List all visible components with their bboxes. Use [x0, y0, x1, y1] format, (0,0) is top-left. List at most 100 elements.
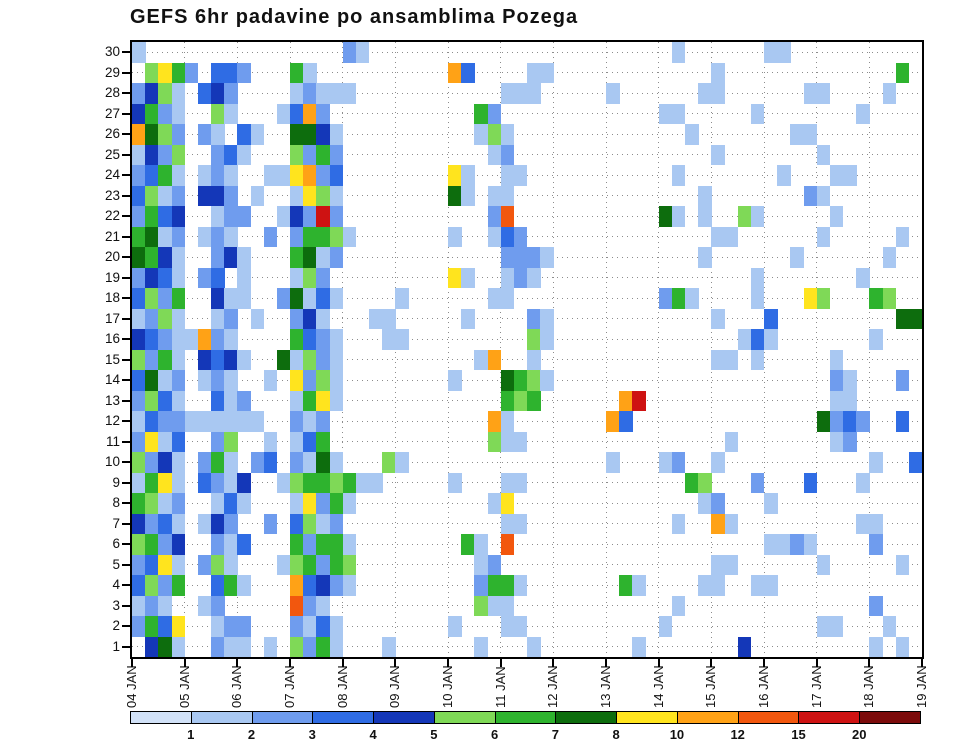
- heatmap-cell: [829, 390, 844, 412]
- heatmap-cell: [764, 329, 778, 350]
- x-axis-label: 07 JAN: [282, 665, 297, 708]
- heatmap-cell: [145, 165, 159, 186]
- heatmap-cell: [303, 103, 317, 125]
- y-axis-label: 24: [104, 167, 120, 183]
- heatmap-cell: [329, 83, 344, 104]
- heatmap-cell: [211, 103, 225, 125]
- heatmap-cell: [132, 144, 146, 166]
- heatmap-cell: [698, 206, 712, 227]
- heatmap-cell: [513, 370, 528, 391]
- heatmap-cell: [487, 411, 502, 432]
- heatmap-cell: [290, 206, 304, 227]
- heatmap-cell: [250, 308, 265, 330]
- heatmap-cell: [342, 226, 357, 248]
- heatmap-cell: [329, 472, 344, 494]
- y-axis-label: 13: [104, 392, 120, 408]
- heatmap-cell: [540, 62, 554, 84]
- heatmap-cell: [145, 431, 159, 453]
- heatmap-cell: [145, 595, 159, 617]
- heatmap-cell: [487, 595, 502, 617]
- heatmap-cell: [329, 185, 344, 207]
- heatmap-cell: [224, 226, 238, 248]
- heatmap-cell: [171, 62, 186, 84]
- heatmap-cell: [540, 329, 554, 350]
- x-axis-label: 05 JAN: [176, 665, 192, 708]
- heatmap-cell: [158, 370, 172, 391]
- heatmap-cell: [369, 472, 383, 494]
- grid-h-line: [132, 564, 922, 566]
- y-axis-label: 6: [112, 536, 120, 552]
- heatmap-cell: [342, 554, 357, 576]
- heatmap-cell: [698, 247, 712, 268]
- heatmap-cell: [448, 62, 462, 84]
- heatmap-cell: [224, 103, 238, 125]
- heatmap-cell: [132, 431, 146, 453]
- heatmap-cell: [500, 595, 515, 617]
- heatmap-cell: [145, 636, 159, 658]
- heatmap-cell: [145, 534, 159, 555]
- heatmap-cell: [224, 575, 238, 596]
- heatmap-cell: [500, 370, 515, 391]
- heatmap-cell: [540, 247, 554, 268]
- y-axis-tick: [122, 92, 130, 95]
- x-axis-label: 08 JAN: [334, 665, 350, 708]
- heatmap-cell: [856, 103, 870, 125]
- heatmap-cell: [816, 288, 831, 309]
- heatmap-cell: [316, 329, 330, 350]
- heatmap-cell: [316, 513, 330, 535]
- heatmap-cell: [276, 165, 291, 186]
- heatmap-cell: [197, 165, 212, 186]
- heatmap-cell: [237, 62, 251, 84]
- heatmap-cell: [290, 534, 304, 555]
- x-axis-label: 04 JAN: [124, 665, 139, 708]
- heatmap-cell: [290, 329, 304, 350]
- heatmap-cell: [329, 575, 344, 596]
- heatmap-cell: [290, 431, 304, 453]
- heatmap-cell: [329, 247, 344, 268]
- heatmap-cell: [171, 616, 186, 637]
- heatmap-cell: [869, 288, 883, 309]
- heatmap-cell: [671, 595, 686, 617]
- heatmap-cell: [290, 83, 304, 104]
- y-axis-tick: [122, 276, 130, 279]
- heatmap-cell: [303, 308, 317, 330]
- heatmap-cell: [487, 288, 502, 309]
- heatmap-cell: [263, 636, 278, 658]
- heatmap-cell: [816, 83, 831, 104]
- heatmap-cell: [158, 616, 172, 637]
- heatmap-cell: [843, 411, 857, 432]
- heatmap-cell: [329, 493, 344, 514]
- y-axis-tick: [122, 625, 130, 628]
- x-axis-label: 17 JAN: [808, 665, 824, 708]
- heatmap-cell: [395, 452, 409, 473]
- heatmap-cell: [237, 534, 251, 555]
- heatmap-cell: [237, 636, 251, 658]
- y-axis-label: 3: [112, 597, 120, 613]
- x-axis-label: 12 JAN: [545, 665, 561, 708]
- heatmap-cell: [487, 206, 502, 227]
- heatmap-cell: [619, 390, 633, 412]
- y-axis-tick: [122, 256, 130, 259]
- heatmap-cell: [132, 185, 146, 207]
- colorbar-label: 3: [308, 727, 316, 742]
- heatmap-cell: [145, 308, 159, 330]
- colorbar-segment: [433, 711, 496, 724]
- y-axis-label: 26: [104, 126, 120, 142]
- heatmap-cell: [211, 349, 225, 371]
- heatmap-cell: [171, 390, 186, 412]
- x-axis-label: 14 JAN: [650, 665, 666, 708]
- heatmap-cell: [513, 247, 528, 268]
- heatmap-cell: [316, 165, 330, 186]
- heatmap-cell: [237, 472, 251, 494]
- heatmap-cell: [303, 493, 317, 514]
- heatmap-cell: [461, 267, 475, 289]
- heatmap-cell: [803, 472, 818, 494]
- y-axis-tick: [122, 645, 130, 648]
- heatmap-cell: [513, 431, 528, 453]
- heatmap-cell: [290, 370, 304, 391]
- heatmap-cell: [764, 575, 778, 596]
- colorbar-label: 4: [369, 727, 377, 742]
- heatmap-cell: [777, 42, 791, 63]
- heatmap-cell: [500, 411, 515, 432]
- heatmap-cell: [316, 185, 330, 207]
